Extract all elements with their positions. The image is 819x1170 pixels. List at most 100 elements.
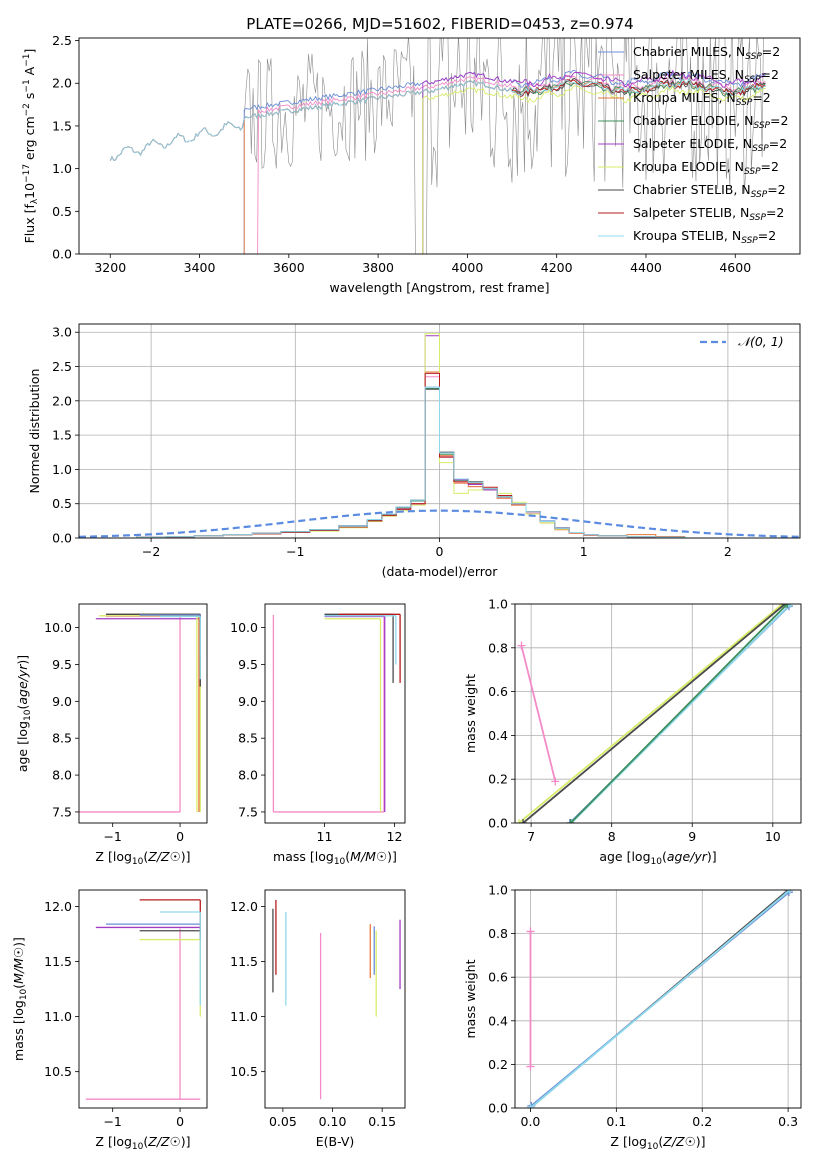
x-tick-label: 0 (436, 544, 444, 559)
y-tick-label: 10.0 (44, 620, 72, 635)
axes-frame (78, 323, 801, 539)
label-part: A (22, 66, 37, 79)
label-part: )] (181, 1134, 191, 1149)
weight-marker (515, 819, 524, 823)
y-tick-label: 9.0 (238, 694, 258, 709)
label-part: mass [ (11, 1019, 26, 1061)
legend-sub: SSP (749, 213, 766, 223)
label-part: ( (345, 849, 350, 864)
y-tick-label: 11.5 (44, 954, 72, 969)
legend-value: =2 (761, 67, 779, 82)
y-tick-label: 0.8 (488, 926, 508, 941)
label-part: erg cm (22, 116, 37, 164)
model-spectrum-line (109, 78, 766, 161)
axes-frame (514, 889, 802, 1109)
legend-value: =2 (769, 136, 787, 151)
y-tick-label: 11.5 (230, 954, 258, 969)
y-tick-label: 1.5 (52, 428, 72, 443)
x-tick-label: 3400 (184, 260, 216, 275)
y-tick-label: 2.0 (52, 393, 72, 408)
label-part: M/M☉ (11, 947, 26, 984)
label-part: )] (387, 849, 397, 864)
label-part: ( (658, 1134, 663, 1149)
histogram-step (79, 386, 800, 538)
legend-text: Salpeter MILES, N (633, 67, 744, 82)
x-tick-label: 0.05 (269, 1114, 297, 1129)
y-tick-label: 1.0 (52, 462, 72, 477)
x-tick-label: 0.2 (692, 1114, 712, 1129)
plot-area (85, 899, 201, 1100)
label-part: log (631, 849, 650, 864)
axes-frame (78, 889, 208, 1109)
y-tick-label: 11.0 (230, 1009, 258, 1024)
y-axis-label: Flux [fλ10−17 erg cm−2 s−1 A−1] (22, 49, 40, 244)
x-tick-label: 0 (176, 1114, 184, 1129)
x-axis-label: E(B-V) (316, 1134, 355, 1149)
legend-value: =2 (767, 182, 785, 197)
axes-frame (264, 603, 406, 824)
y-tick-label: 0.6 (488, 970, 508, 985)
legend-label: Kroupa ELODIE, NSSP=2 (633, 159, 779, 177)
weight-marker (517, 641, 526, 650)
legend-text: Kroupa STELIB, N (633, 228, 741, 243)
y-tick-label: 3.0 (52, 325, 72, 340)
label-part: 10 (19, 988, 29, 1000)
legend-value: =2 (752, 90, 770, 105)
weight-marker (785, 890, 794, 894)
y-tick-label: 8.0 (238, 768, 258, 783)
age-vs-metallicity-panel: −1 07.58.08.59.09.510.0Z [log10(Z/Z☉)]age… (15, 603, 208, 867)
legend-text: Kroupa ELODIE, N (633, 159, 744, 174)
plot-area (515, 604, 795, 823)
legend-label: Chabrier MILES, NSSP=2 (633, 44, 780, 62)
x-tick-label: −1 (103, 1114, 121, 1129)
label-part: )] (696, 1134, 706, 1149)
x-tick-label: −1 (286, 544, 304, 559)
label-part: age [ (15, 740, 30, 772)
x-tick-label: 0.1 (606, 1114, 626, 1129)
weight-marker (566, 819, 575, 823)
x-tick-label: 0.3 (778, 1114, 798, 1129)
y-tick-label: 12.0 (44, 899, 72, 914)
x-axis-label: wavelength [Angstrom, rest frame] (329, 280, 549, 295)
label-part: −1 (22, 79, 32, 92)
y-tick-label: 9.5 (52, 657, 72, 672)
legend-value: =2 (762, 44, 780, 59)
y-tick-label: 8.0 (52, 768, 72, 783)
y-axis-label: Normed distribution (27, 369, 42, 494)
x-tick-label: 4200 (541, 260, 573, 275)
legend-sub: SSP (751, 190, 768, 200)
y-tick-label: 2.5 (52, 33, 72, 48)
label-part: log (113, 849, 132, 864)
weight-line (569, 604, 788, 823)
label-part: −2 (22, 103, 32, 116)
legend-sub: SSP (741, 236, 758, 246)
y-tick-label: 0.0 (52, 247, 72, 262)
legend-text: Chabrier MILES, N (633, 44, 745, 59)
label-part: )] (11, 937, 26, 947)
axes-frame (78, 603, 208, 824)
legend-text: Salpeter STELIB, N (633, 205, 749, 220)
y-tick-label: 1.0 (488, 883, 508, 898)
label-part: Z [ (95, 849, 112, 864)
x-tick-label: 3600 (273, 260, 305, 275)
weight-marker (565, 819, 574, 823)
label-part: Z [ (95, 1134, 112, 1149)
plot-area (109, 38, 766, 254)
weight-marker (526, 1062, 535, 1071)
label-part: E(B-V) (316, 1134, 355, 1149)
label-part: log (628, 1134, 647, 1149)
x-tick-label: 7 (527, 829, 535, 844)
x-tick-label: 3200 (94, 260, 126, 275)
y-tick-label: 2.0 (52, 76, 72, 91)
axes-frame (78, 37, 801, 255)
x-tick-label: 12 (387, 829, 403, 844)
legend-label: Chabrier ELODIE, NSSP=2 (633, 113, 788, 131)
label-part: Z/Z☉ (662, 1134, 696, 1149)
label-part: age/yr (667, 849, 708, 864)
label-part: age [ (599, 849, 631, 864)
label-part: 10 (132, 857, 144, 867)
weight-marker (526, 1104, 535, 1108)
y-tick-label: 10.5 (230, 1064, 258, 1079)
legend-label: Kroupa MILES, NSSP=2 (633, 90, 771, 108)
